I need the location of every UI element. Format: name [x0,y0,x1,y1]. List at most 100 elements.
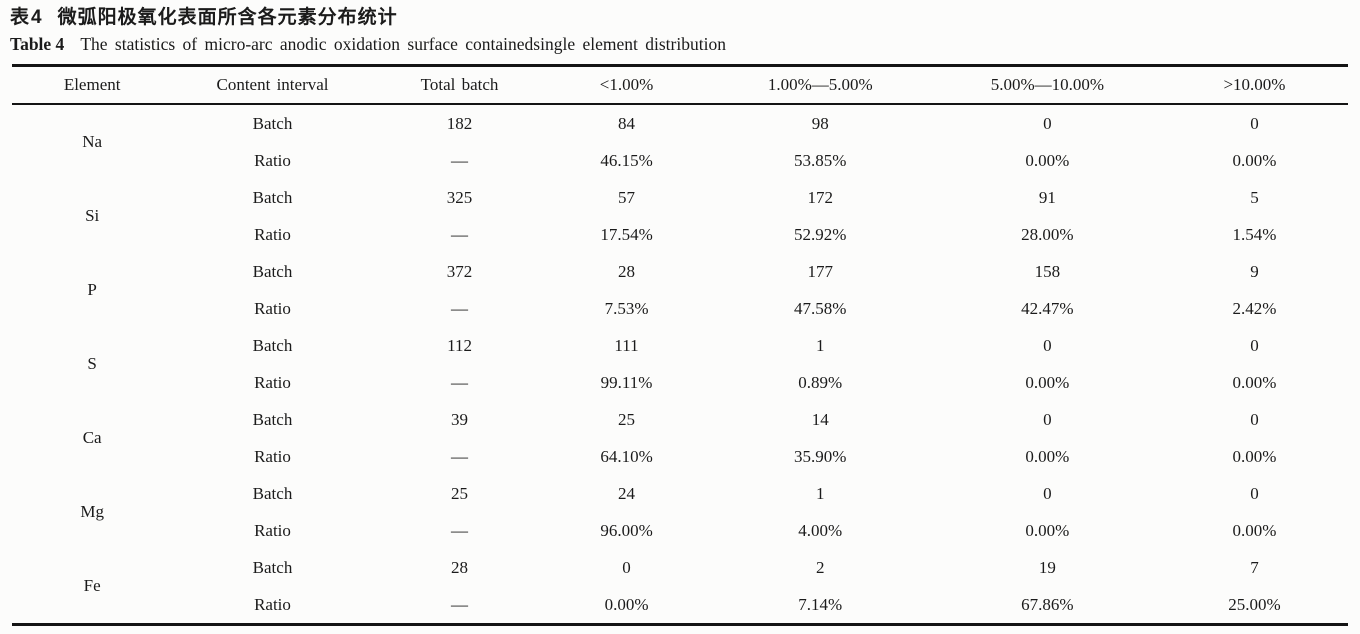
value-cell: 112 [447,335,472,355]
table-row: Ratio — 64.10% 35.90% 0.00% 0.00% [12,438,1348,475]
column-header-gt-10pct: >10.00% [1223,75,1286,94]
value-cell: 67.86% [1021,594,1074,614]
value-cell: 9 [1250,261,1259,281]
value-cell: 25 [618,409,636,429]
value-cell: 39 [451,409,469,429]
table-row: Ratio — 17.54% 52.92% 28.00% 1.54% [12,216,1348,253]
table-caption-en-text: The statistics of micro-arc anodic oxida… [80,34,726,54]
value-cell: 325 [446,187,473,207]
value-cell: 0.89% [798,372,843,392]
statistics-table: Element Content interval Total batch <1.… [12,64,1348,626]
value-cell: 0 [1250,409,1259,429]
value-cell: 372 [446,261,473,281]
value-cell: — [451,150,469,170]
value-cell: 53.85% [794,150,847,170]
table-body: Na Batch 182 84 98 0 0 Ratio — 46.15% 53.85% 0.00% 0… [12,104,1348,625]
table-row: Mg Batch 25 24 1 0 0 [12,475,1348,522]
value-cell: 98 [811,113,829,133]
table-row: Ratio — 96.00% 4.00% 0.00% 0.00% [12,512,1348,549]
value-cell: 52.92% [794,224,847,244]
element-cell: Fe [83,576,101,595]
value-cell: 0 [1043,483,1052,503]
value-cell: 28 [618,261,636,281]
table-row: Ratio — 46.15% 53.85% 0.00% 0.00% [12,142,1348,179]
row-type-cell: Ratio [254,150,291,170]
value-cell: 7 [1250,557,1259,577]
table-caption-zh: 表4 微弧阳极氧化表面所含各元素分布统计 [0,0,1360,31]
value-cell: 172 [807,187,833,207]
element-cell: S [87,354,97,373]
value-cell: 35.90% [794,446,847,466]
value-cell: — [451,372,469,392]
value-cell: 4.00% [798,520,843,540]
value-cell: 19 [1038,557,1056,577]
value-cell: 0.00% [1025,150,1070,170]
table-caption-zh-label: 表4 [10,7,44,28]
table-row: Ca Batch 39 25 14 0 0 [12,401,1348,448]
table-row: Ratio — 99.11% 0.89% 0.00% 0.00% [12,364,1348,401]
element-cell: P [87,280,97,299]
value-cell: 57 [618,187,636,207]
table-caption-en: Table 4 The statistics of micro-arc anodi… [0,31,1360,57]
value-cell: 25 [451,483,469,503]
value-cell: 84 [618,113,636,133]
value-cell: 0.00% [1232,150,1277,170]
value-cell: 0.00% [1025,520,1070,540]
value-cell: 91 [1038,187,1056,207]
value-cell: 2.42% [1232,298,1277,318]
row-type-cell: Batch [252,261,293,281]
row-type-cell: Ratio [254,520,291,540]
element-cell: Si [85,206,100,225]
value-cell: 5 [1250,187,1259,207]
row-type-cell: Batch [252,187,293,207]
value-cell: 177 [807,261,833,281]
row-type-cell: Batch [252,483,293,503]
value-cell: 0.00% [1232,446,1277,466]
table-row: Ratio — 7.53% 47.58% 42.47% 2.42% [12,290,1348,327]
value-cell: 0 [1043,113,1052,133]
value-cell: 46.15% [600,150,653,170]
column-header-lt-1pct: <1.00% [599,75,654,94]
value-cell: 158 [1034,261,1061,281]
value-cell: 17.54% [600,224,653,244]
value-cell: 7.53% [604,298,649,318]
table-row: Fe Batch 28 0 2 19 7 [12,549,1348,596]
table-header-row: Element Content interval Total batch <1.… [12,66,1348,104]
row-type-cell: Batch [252,557,293,577]
value-cell: 0 [1250,113,1259,133]
table-row: S Batch 112 111 1 0 0 [12,327,1348,374]
column-header-1-5pct: 1.00%—5.00% [767,75,873,94]
value-cell: 0.00% [1025,446,1070,466]
value-cell: 0.00% [604,594,649,614]
column-header-5-10pct: 5.00%—10.00% [990,75,1105,94]
table-caption-en-label: Table 4 [10,34,65,54]
value-cell: 25.00% [1228,594,1281,614]
value-cell: 1 [815,483,825,503]
column-header-content-interval: Content interval [216,75,329,94]
value-cell: 0.00% [1232,520,1277,540]
column-header-element: Element [63,75,121,94]
value-cell: 1 [815,335,825,355]
row-type-cell: Ratio [254,224,291,244]
value-cell: 182 [446,113,473,133]
value-cell: 42.47% [1021,298,1074,318]
value-cell: — [451,446,469,466]
value-cell: — [451,224,469,244]
value-cell: 111 [614,335,639,355]
value-cell: 2 [815,557,825,577]
row-type-cell: Batch [252,409,293,429]
row-type-cell: Batch [252,335,293,355]
row-type-cell: Ratio [254,372,291,392]
element-cell: Mg [80,502,104,521]
value-cell: 47.58% [794,298,847,318]
row-type-cell: Ratio [254,298,291,318]
value-cell: 64.10% [600,446,653,466]
value-cell: — [451,298,469,318]
value-cell: 0.00% [1232,372,1277,392]
element-cell: Na [82,132,103,151]
value-cell: 96.00% [600,520,653,540]
column-header-total-batch: Total batch [420,75,499,94]
table-row: Na Batch 182 84 98 0 0 [12,104,1348,152]
row-type-cell: Ratio [254,594,291,614]
